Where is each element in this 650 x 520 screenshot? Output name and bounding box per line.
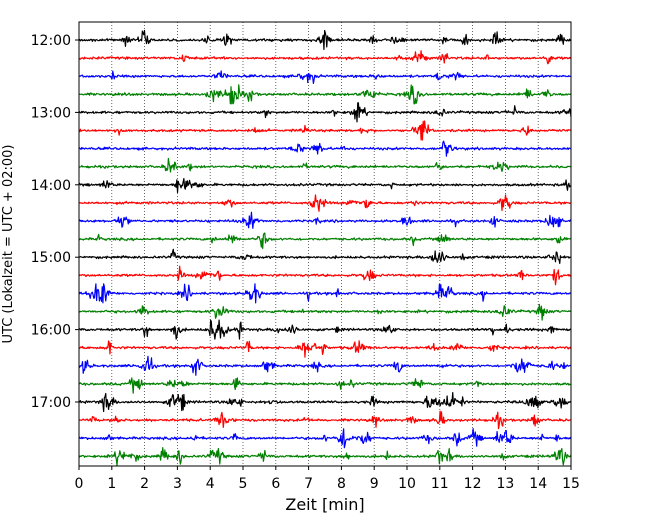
x-tick-label: 0: [75, 476, 84, 492]
x-tick-label: 9: [370, 476, 379, 492]
x-tick-label: 5: [239, 476, 248, 492]
x-tick-label: 2: [140, 476, 149, 492]
seismogram-trace: [78, 447, 572, 467]
seismogram-trace: [78, 391, 572, 413]
plot-frame: [78, 21, 572, 467]
x-tick-label: 13: [496, 476, 514, 492]
y-tick-label: 13:00: [31, 105, 71, 121]
seismogram-trace: [78, 340, 572, 358]
x-tick-label: 14: [529, 476, 547, 492]
seismogram-trace: [78, 211, 572, 229]
grid-lines: [111, 22, 539, 466]
x-tick-label: 10: [398, 476, 416, 492]
seismogram-trace: [78, 70, 572, 85]
seismogram-trace: [78, 140, 572, 157]
seismogram-trace: [78, 265, 572, 286]
y-tick-label: 15:00: [31, 250, 71, 266]
seismogram-trace: [78, 355, 572, 376]
seismogram-trace: [78, 303, 572, 321]
seismogram-trace: [78, 319, 572, 340]
seismogram-trace: [78, 120, 572, 141]
x-tick-label: 6: [271, 476, 280, 492]
seismogram-trace: [78, 283, 572, 304]
seismogram-trace: [78, 177, 572, 194]
y-axis-label: UTC (Lokalzeit = UTC + 02:00): [1, 145, 16, 344]
seismogram-trace: [78, 84, 572, 105]
x-tick-label: 12: [464, 476, 482, 492]
seismogram-trace: [78, 194, 572, 212]
y-tick-label: 16:00: [31, 323, 71, 339]
seismogram-trace: [78, 248, 572, 265]
seismogram-trace: [78, 410, 572, 430]
seismogram-trace: [78, 102, 572, 123]
x-tick-label: 3: [173, 476, 182, 492]
x-tick-label: 15: [562, 476, 580, 492]
x-axis-label: Zeit [min]: [285, 495, 364, 514]
seismogram-trace: [78, 157, 572, 173]
x-axis-ticks: 0 1 2 3 4 5 6 7 8 9 10 11 12 13 14 15: [75, 466, 580, 492]
y-tick-label: 17:00: [31, 395, 71, 411]
x-tick-label: 11: [431, 476, 449, 492]
y-axis-ticks: 12:00 13:00 14:00 15:00 16:00 17:00: [31, 33, 79, 411]
seismogram-trace: [78, 428, 572, 449]
x-tick-label: 1: [107, 476, 116, 492]
y-tick-label: 14:00: [31, 178, 71, 194]
seismogram-trace: [78, 232, 572, 250]
seismogram-trace: [78, 50, 572, 65]
x-tick-label: 7: [304, 476, 313, 492]
seismogram-trace: [78, 377, 572, 394]
y-tick-label: 12:00: [31, 33, 71, 49]
x-tick-label: 8: [337, 476, 346, 492]
seismogram-traces: [78, 29, 572, 467]
x-tick-label: 4: [206, 476, 215, 492]
seismogram-trace: [78, 29, 572, 51]
